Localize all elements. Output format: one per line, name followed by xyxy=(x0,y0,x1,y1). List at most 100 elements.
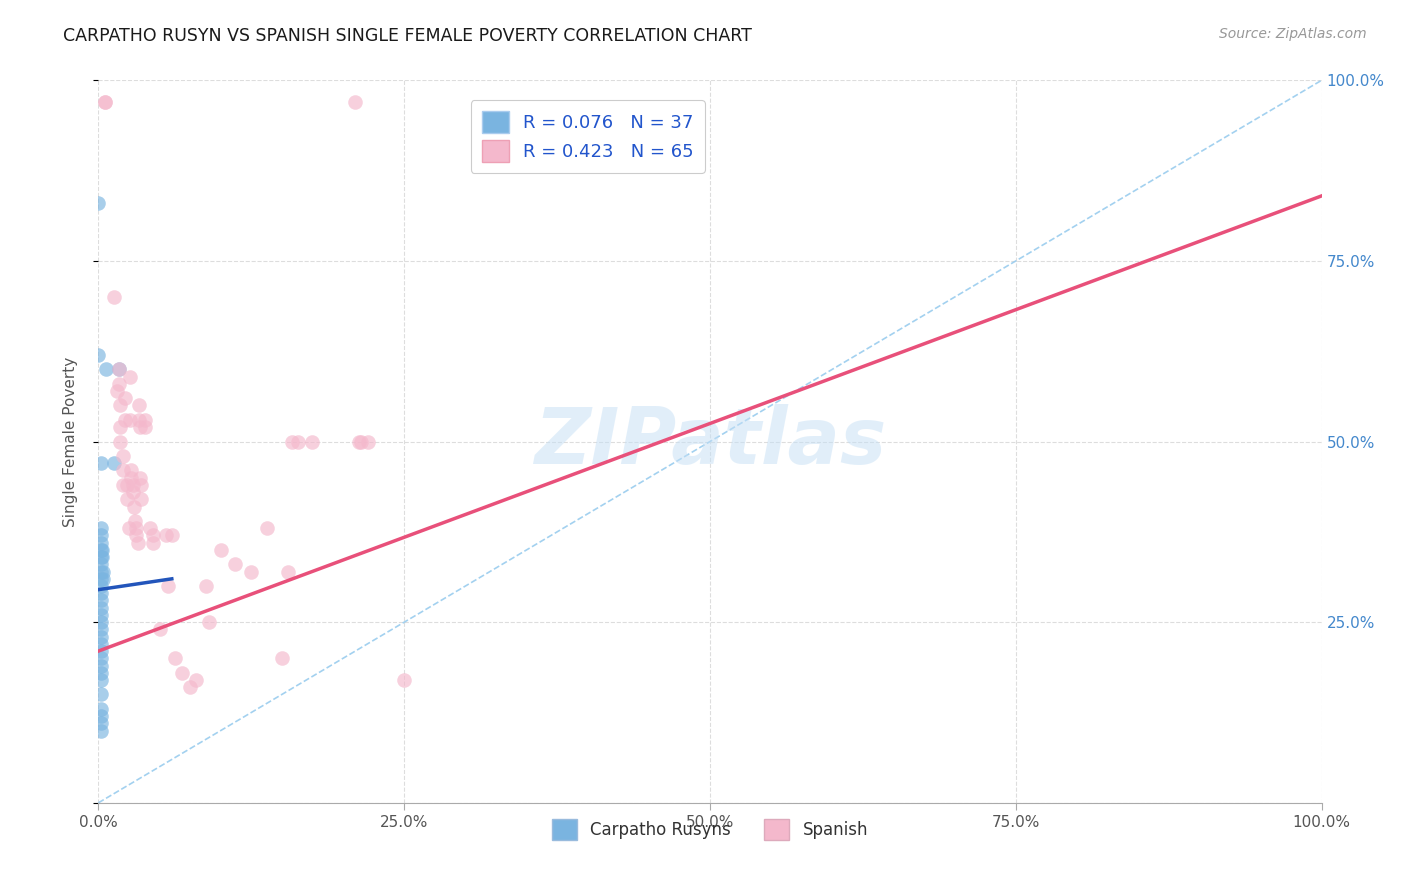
Point xyxy=(121,485,143,500)
Point xyxy=(118,521,141,535)
Point xyxy=(90,535,112,549)
Point xyxy=(186,673,208,687)
Point xyxy=(90,687,112,701)
Point xyxy=(90,558,112,572)
Point xyxy=(350,434,373,449)
Point xyxy=(125,521,148,535)
Point xyxy=(128,413,150,427)
Point xyxy=(110,420,132,434)
Point xyxy=(108,362,131,376)
Point xyxy=(277,565,299,579)
Point xyxy=(91,542,114,557)
Point xyxy=(280,434,302,449)
Point xyxy=(108,362,131,376)
Point xyxy=(179,680,201,694)
Point xyxy=(127,535,149,549)
Point xyxy=(90,716,112,731)
Point xyxy=(165,651,187,665)
Point xyxy=(129,420,152,434)
Point xyxy=(87,348,110,362)
Point xyxy=(90,651,112,665)
Point xyxy=(111,478,134,492)
Point xyxy=(170,665,193,680)
Point xyxy=(90,456,112,470)
Point xyxy=(111,463,134,477)
Point xyxy=(224,558,246,572)
Point xyxy=(195,579,218,593)
Point xyxy=(90,550,112,565)
Text: Source: ZipAtlas.com: Source: ZipAtlas.com xyxy=(1219,27,1367,41)
Point xyxy=(90,702,112,716)
Point xyxy=(93,95,115,109)
Point xyxy=(240,565,263,579)
Point xyxy=(121,478,143,492)
Point xyxy=(160,528,183,542)
Point xyxy=(356,434,378,449)
Point xyxy=(90,521,112,535)
Point xyxy=(256,521,278,535)
Point xyxy=(90,630,112,644)
Point xyxy=(142,535,165,549)
Point xyxy=(287,434,309,449)
Point xyxy=(120,470,142,484)
Point xyxy=(115,478,138,492)
Point xyxy=(90,565,112,579)
Point xyxy=(91,565,114,579)
Point xyxy=(90,637,112,651)
Point xyxy=(90,615,112,630)
Point xyxy=(128,398,150,412)
Point xyxy=(90,542,112,557)
Point xyxy=(91,550,114,565)
Text: CARPATHO RUSYN VS SPANISH SINGLE FEMALE POVERTY CORRELATION CHART: CARPATHO RUSYN VS SPANISH SINGLE FEMALE … xyxy=(63,27,752,45)
Point xyxy=(90,593,112,607)
Point xyxy=(347,434,370,449)
Point xyxy=(90,723,112,738)
Point xyxy=(344,95,367,109)
Point xyxy=(129,478,152,492)
Point xyxy=(157,579,180,593)
Point xyxy=(139,521,162,535)
Point xyxy=(90,658,112,673)
Text: ZIPatlas: ZIPatlas xyxy=(534,403,886,480)
Point xyxy=(90,673,112,687)
Point xyxy=(87,196,110,211)
Point xyxy=(134,413,156,427)
Point xyxy=(197,615,219,630)
Point xyxy=(115,492,138,507)
Point xyxy=(108,376,131,391)
Point xyxy=(90,579,112,593)
Point xyxy=(209,542,232,557)
Point xyxy=(392,673,416,687)
Point xyxy=(90,600,112,615)
Y-axis label: Single Female Poverty: Single Female Poverty xyxy=(63,357,77,526)
Point xyxy=(90,665,112,680)
Point xyxy=(142,528,165,542)
Point xyxy=(129,492,152,507)
Point xyxy=(120,413,142,427)
Point xyxy=(90,607,112,622)
Point xyxy=(90,644,112,658)
Point xyxy=(122,500,145,514)
Point xyxy=(90,709,112,723)
Point xyxy=(120,369,142,384)
Point xyxy=(110,398,132,412)
Point xyxy=(111,449,134,463)
Point xyxy=(124,514,146,528)
Point xyxy=(94,362,117,376)
Point xyxy=(105,384,128,398)
Point xyxy=(129,470,152,484)
Legend: Carpatho Rusyns, Spanish: Carpatho Rusyns, Spanish xyxy=(546,813,875,847)
Point xyxy=(110,434,132,449)
Point xyxy=(134,420,156,434)
Point xyxy=(90,528,112,542)
Point xyxy=(125,528,148,542)
Point xyxy=(114,413,136,427)
Point xyxy=(149,623,172,637)
Point xyxy=(120,463,142,477)
Point xyxy=(155,528,177,542)
Point xyxy=(114,391,136,405)
Point xyxy=(91,572,114,586)
Point xyxy=(301,434,323,449)
Point xyxy=(103,456,125,470)
Point xyxy=(90,586,112,600)
